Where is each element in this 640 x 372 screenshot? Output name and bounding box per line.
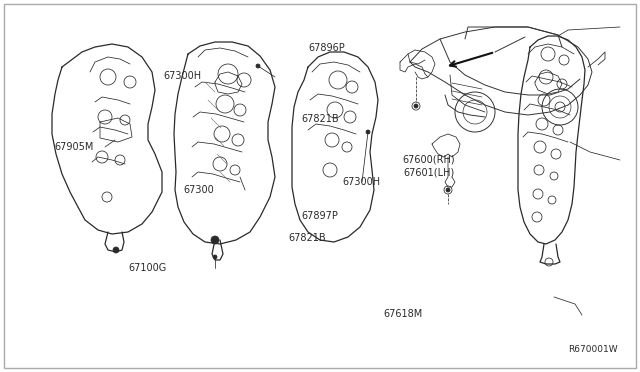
Text: 67897P: 67897P	[301, 211, 339, 221]
Text: 67600(RH): 67600(RH)	[403, 155, 455, 165]
Text: 67896P: 67896P	[308, 44, 345, 53]
Text: R670001W: R670001W	[568, 346, 618, 355]
Circle shape	[213, 255, 217, 259]
Text: 67300: 67300	[183, 185, 214, 195]
Text: 67821B: 67821B	[301, 114, 339, 124]
Circle shape	[366, 130, 370, 134]
Text: 67905M: 67905M	[54, 142, 93, 152]
Text: 67821B: 67821B	[289, 233, 326, 243]
Circle shape	[256, 64, 260, 68]
Circle shape	[446, 188, 450, 192]
Circle shape	[211, 236, 219, 244]
Text: 67100G: 67100G	[128, 263, 166, 273]
Text: 67601(LH): 67601(LH)	[403, 168, 454, 178]
Circle shape	[113, 247, 119, 253]
Text: 67300H: 67300H	[342, 177, 381, 187]
Text: 67618M: 67618M	[383, 310, 423, 319]
Text: 67300H: 67300H	[163, 71, 202, 81]
Circle shape	[414, 104, 418, 108]
